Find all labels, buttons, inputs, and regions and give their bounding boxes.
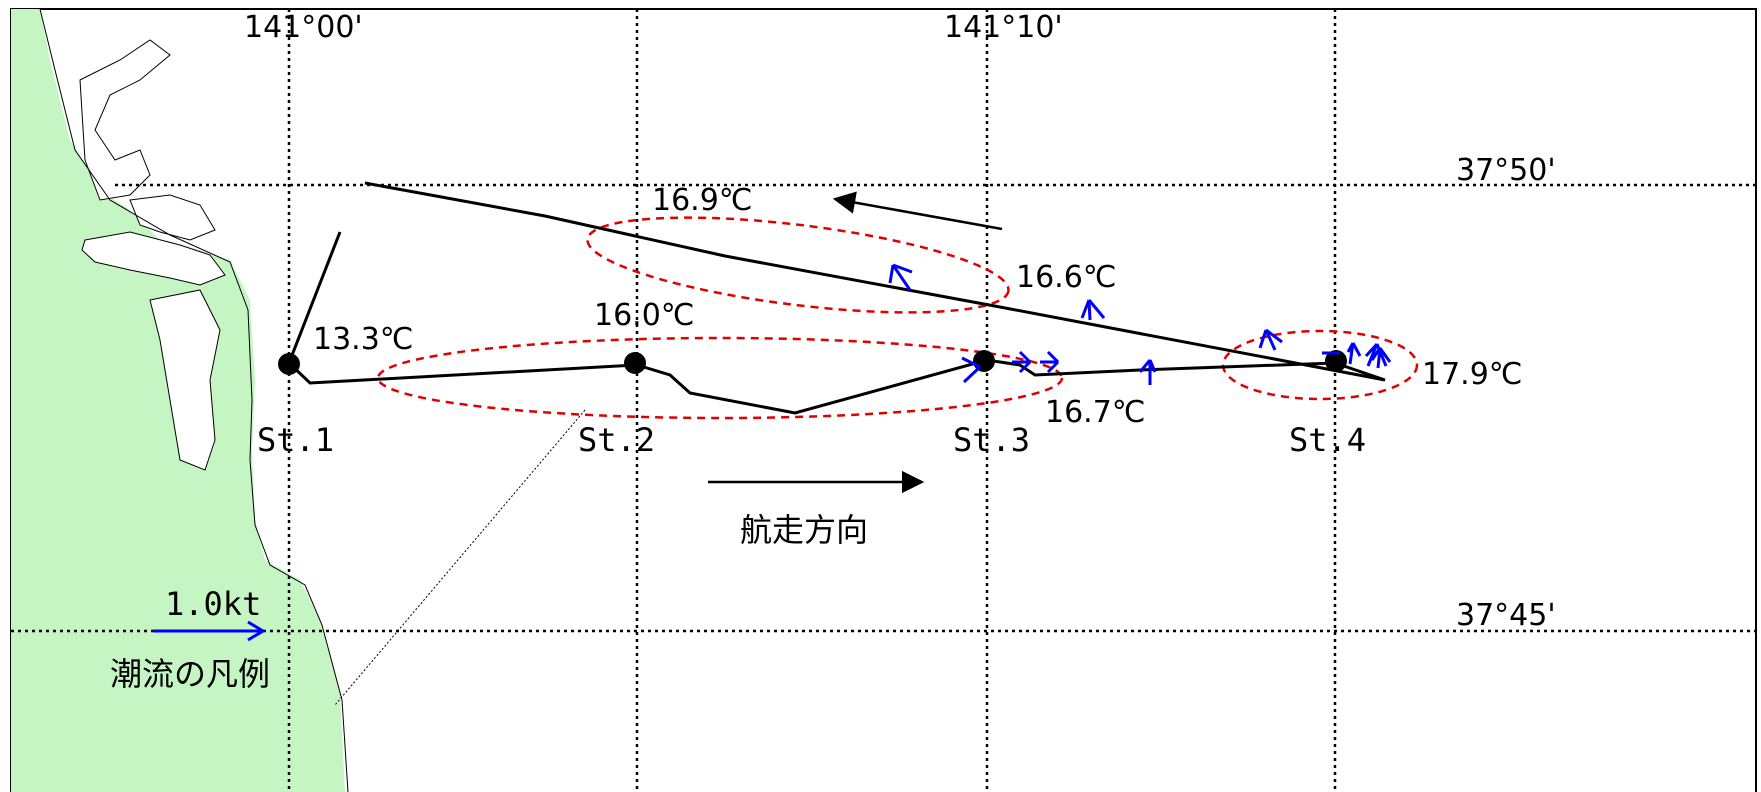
- survey-track: [287, 181, 1386, 415]
- temperature-label: 13.3℃: [313, 322, 414, 357]
- legend-caption: 潮流の凡例: [110, 655, 270, 693]
- temperature-label: 16.6℃: [1016, 260, 1117, 295]
- station-markers: [278, 350, 1347, 375]
- station-label: St.3: [953, 421, 1030, 459]
- lat-label-37-50: 37°50': [1456, 153, 1556, 188]
- lat-label-37-45: 37°45': [1456, 598, 1556, 633]
- lon-label-141-10: 141°10': [944, 10, 1063, 45]
- direction-label: 航走方向: [740, 511, 868, 549]
- temperature-label: 16.9℃: [652, 183, 753, 218]
- station-label: St.2: [578, 421, 655, 459]
- temperature-label: 16.7℃: [1045, 395, 1146, 430]
- legend-speed-label: 1.0kt: [165, 585, 261, 623]
- station-label: St.1: [257, 421, 334, 459]
- leader-line: [334, 409, 586, 706]
- station-label: St.4: [1289, 421, 1366, 459]
- direction-arrow-west: [832, 191, 1003, 231]
- lon-label-141-00: 141°00': [244, 10, 363, 45]
- station-marker-st2: [624, 352, 646, 374]
- highlight-ellipses: [376, 216, 1419, 420]
- current-arrows: [888, 263, 1392, 385]
- port-structures: [79, 39, 226, 471]
- grid-lines: [11, 9, 1756, 792]
- station-marker-st1: [278, 353, 300, 375]
- legend-arrow: [153, 620, 266, 642]
- temperature-label: 16.0℃: [594, 298, 695, 333]
- station-marker-st4: [1325, 350, 1347, 372]
- temperature-label: 17.9℃: [1422, 357, 1523, 392]
- coastline: [39, 8, 349, 792]
